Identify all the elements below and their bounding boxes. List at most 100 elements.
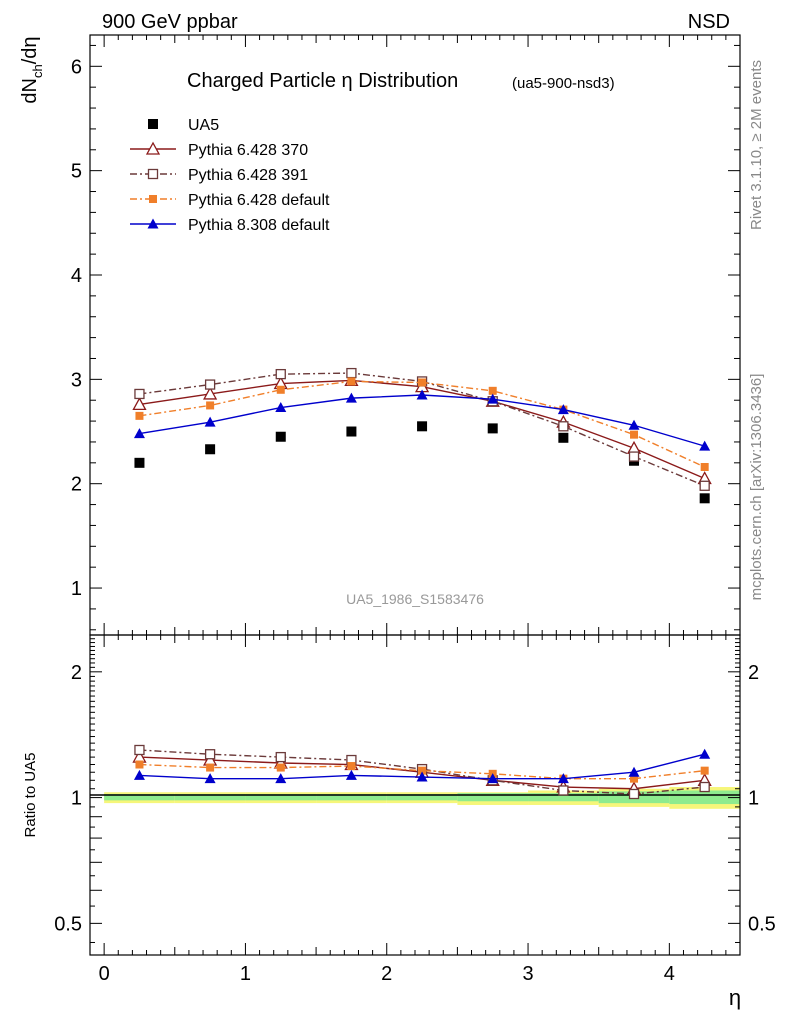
ratio-line bbox=[139, 763, 705, 780]
ratio-point bbox=[275, 751, 286, 763]
y-tick-label-ratio-right: 0.5 bbox=[748, 913, 776, 935]
chart-subtitle: (ua5-900-nsd3) bbox=[512, 75, 615, 92]
ratio-line bbox=[139, 749, 705, 795]
y-tick-label-ratio: 0.5 bbox=[54, 913, 82, 935]
data-point bbox=[418, 378, 427, 387]
y-tick-label-ratio-right: 1 bbox=[748, 788, 759, 810]
legend-item-ua5: UA5 bbox=[148, 117, 219, 134]
x-tick-label: 0 bbox=[99, 963, 110, 985]
y-tick-label-top: 5 bbox=[71, 161, 82, 183]
ratio-panel: 0.5 0.5 1 1 2 2 Ratio to UA5 bbox=[22, 634, 776, 956]
data-point bbox=[346, 426, 357, 437]
ratio-band-inner bbox=[669, 790, 740, 805]
data-point bbox=[558, 421, 569, 432]
ratio-point bbox=[558, 785, 569, 796]
data-point bbox=[416, 389, 428, 400]
ratio-point bbox=[628, 788, 640, 800]
y-axis-label-top: dNch/dη bbox=[19, 36, 45, 103]
ratio-point bbox=[418, 766, 427, 775]
series-pythia-8-308-default bbox=[133, 389, 711, 451]
data-point bbox=[345, 392, 357, 403]
data-point bbox=[275, 431, 286, 442]
ratio-point bbox=[487, 773, 499, 784]
legend-marker bbox=[147, 218, 159, 229]
data-point bbox=[488, 386, 497, 395]
series-ua5 bbox=[134, 421, 710, 504]
legend: UA5 Pythia 6.428 370 Pythia 6.428 391 Pythi… bbox=[130, 117, 330, 234]
data-point bbox=[132, 397, 147, 411]
legend-label: Pythia 6.428 391 bbox=[188, 167, 308, 184]
y-tick-label-top: 4 bbox=[71, 265, 82, 287]
y-tick-label-ratio-right: 2 bbox=[748, 662, 759, 684]
header-right: NSD bbox=[688, 11, 730, 33]
x-tick-label: 3 bbox=[522, 963, 533, 985]
x-tick-label: 2 bbox=[381, 963, 392, 985]
data-point bbox=[630, 430, 639, 439]
x-tick-label: 4 bbox=[664, 963, 675, 985]
ratio-point bbox=[204, 773, 216, 784]
x-axis-label: η bbox=[729, 985, 741, 1010]
data-point bbox=[134, 388, 145, 400]
data-point bbox=[487, 423, 498, 434]
data-point bbox=[699, 493, 710, 504]
legend-marker bbox=[149, 195, 157, 203]
y-tick-label-top: 2 bbox=[71, 474, 82, 496]
data-point bbox=[346, 367, 357, 379]
legend-label: UA5 bbox=[188, 117, 219, 134]
ratio-point bbox=[345, 769, 357, 780]
top-panel: 1 2 3 4 5 6 Charged Particle η Distribution (… bbox=[19, 34, 741, 636]
ratio-band-inner bbox=[528, 793, 599, 802]
ratio-point bbox=[700, 766, 709, 775]
x-axis-ticks: 0 1 2 3 4 bbox=[99, 35, 741, 985]
ratio-band-inner bbox=[457, 793, 529, 802]
side-text-rivet: Rivet 3.1.10, ≥ 2M events bbox=[748, 60, 765, 230]
data-point bbox=[558, 432, 569, 443]
ratio-series-group bbox=[132, 744, 712, 800]
ratio-band-inner bbox=[316, 794, 387, 801]
data-point bbox=[628, 451, 640, 462]
y-tick-label-top: 1 bbox=[71, 578, 82, 600]
header-left: 900 GeV ppbar bbox=[102, 11, 238, 33]
series-pythia-6-428-default bbox=[135, 377, 709, 471]
y-axis-label-ratio: Ratio to UA5 bbox=[22, 752, 39, 837]
ratio-band-inner bbox=[386, 794, 458, 801]
ratio-point bbox=[206, 763, 215, 772]
y-tick-label-ratio: 2 bbox=[71, 662, 82, 684]
x-tick-label: 1 bbox=[240, 963, 251, 985]
ratio-point bbox=[699, 748, 711, 759]
top-axis-ticks: 1 2 3 4 5 6 bbox=[71, 44, 740, 631]
chart-title: Charged Particle η Distribution bbox=[187, 70, 458, 92]
data-point bbox=[135, 411, 144, 420]
ratio-point bbox=[557, 773, 569, 784]
ratio-point bbox=[630, 774, 639, 783]
ratio-point bbox=[416, 771, 428, 782]
ratio-point bbox=[347, 762, 356, 771]
legend-marker bbox=[147, 168, 159, 180]
data-point bbox=[203, 386, 218, 400]
ratio-point bbox=[275, 773, 287, 784]
legend-label: Pythia 6.428 default bbox=[188, 192, 330, 209]
data-point bbox=[699, 440, 711, 451]
legend-item-pythia-6-428-default: Pythia 6.428 default bbox=[130, 192, 330, 209]
series-line bbox=[139, 372, 705, 487]
ratio-band-inner bbox=[245, 794, 317, 801]
watermark: UA5_1986_S1583476 bbox=[346, 591, 484, 607]
ratio-series-pythia-8-308-default bbox=[133, 748, 711, 784]
ratio-point bbox=[133, 769, 145, 780]
ratio-point bbox=[628, 766, 640, 777]
data-point bbox=[134, 457, 145, 468]
data-point bbox=[628, 419, 640, 430]
data-point bbox=[700, 463, 709, 471]
legend-item-pythia-6-428-391: Pythia 6.428 391 bbox=[130, 167, 308, 184]
legend-item-pythia-8-308-default: Pythia 8.308 default bbox=[130, 217, 330, 234]
data-point bbox=[557, 404, 569, 415]
data-point bbox=[347, 377, 356, 386]
ratio-point bbox=[276, 763, 285, 772]
y-tick-label-top: 6 bbox=[71, 56, 82, 78]
ratio-point bbox=[135, 760, 144, 769]
legend-marker bbox=[145, 141, 161, 155]
y-tick-label-ratio: 1 bbox=[71, 788, 82, 810]
data-point bbox=[275, 368, 286, 380]
data-point bbox=[699, 480, 710, 491]
